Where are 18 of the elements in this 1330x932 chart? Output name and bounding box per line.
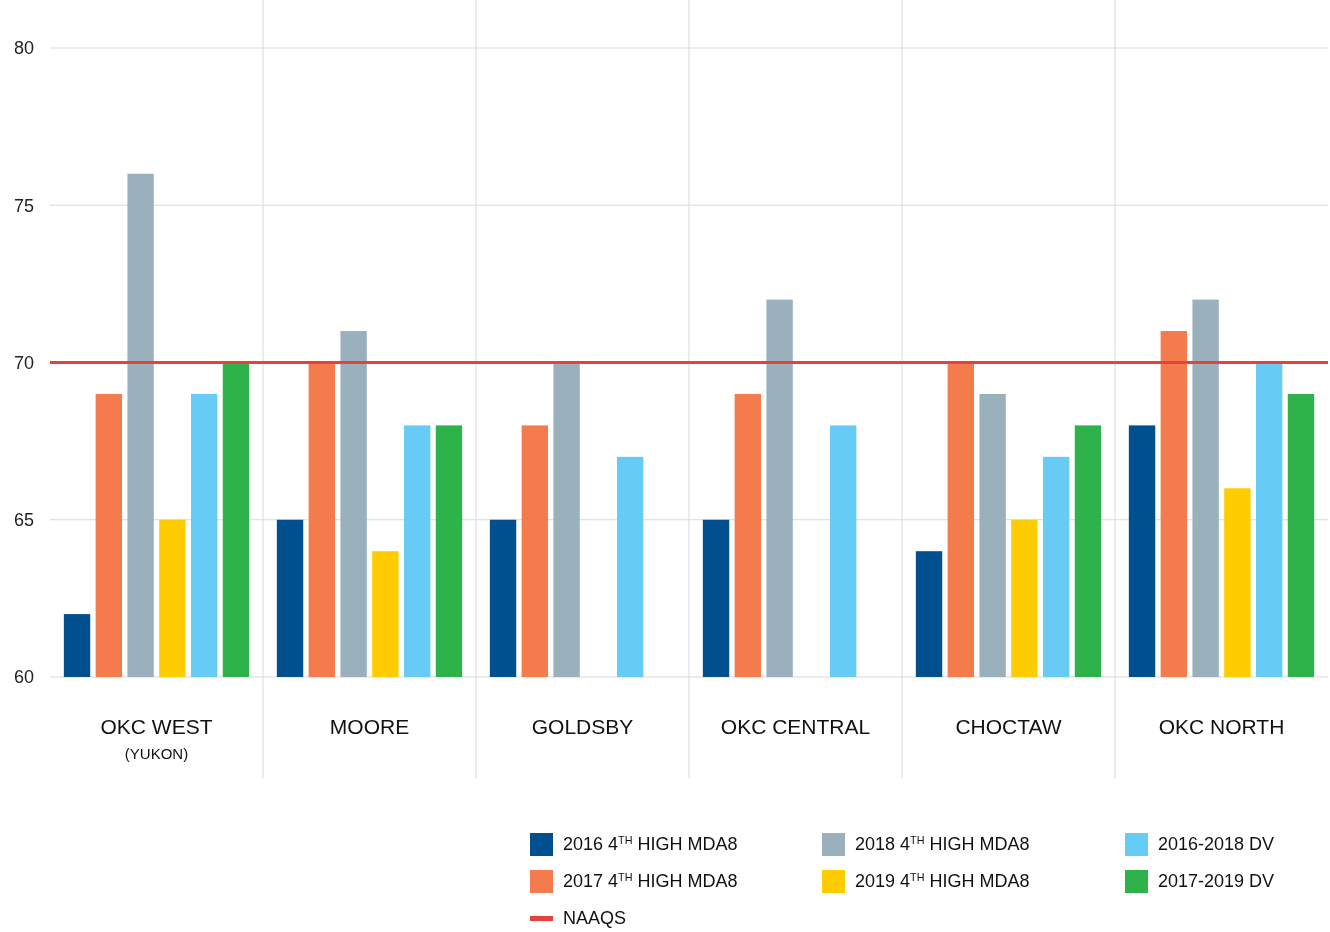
- y-tick-label: 75: [13, 195, 35, 216]
- legend-label: 2017 4$^{TH}$ HIGH MDA8: [563, 871, 738, 892]
- legend-label: 2016-2018 DV: [1158, 834, 1275, 855]
- legend-label: 2017-2019 DV: [1158, 871, 1275, 892]
- x-tick-label: OKC WEST (YUKON): [100, 715, 213, 762]
- x-tick-label: MOORE: [329, 715, 410, 738]
- y-tick-label: 80: [13, 38, 35, 59]
- y-tick-label: 65: [13, 510, 35, 531]
- y-tick-label: 70: [13, 352, 35, 373]
- y-tick-label: 60: [13, 667, 35, 688]
- legend-label: NAAQS: [563, 908, 627, 929]
- legend-label: 2019 4$^{TH}$ HIGH MDA8: [855, 871, 1030, 892]
- x-tick-label: CHOCTAW: [955, 715, 1062, 738]
- x-tick-label: GOLDSBY: [531, 715, 634, 738]
- x-tick-label: OKC CENTRAL: [720, 715, 871, 738]
- legend-label: 2016 4$^{TH}$ HIGH MDA8: [563, 834, 738, 855]
- x-tick-label: OKC NORTH: [1158, 715, 1285, 738]
- legend-label: 2018 4$^{TH}$ HIGH MDA8: [855, 834, 1030, 855]
